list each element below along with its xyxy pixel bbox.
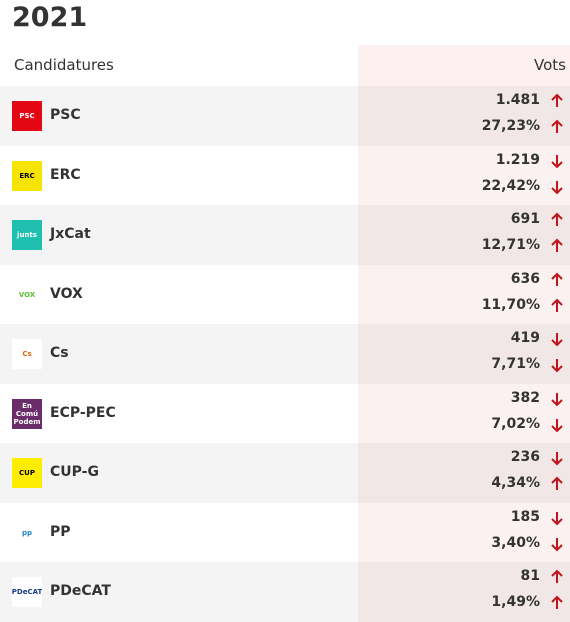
- party-logo: ERC: [12, 160, 42, 191]
- votes-column-tint: [358, 45, 570, 86]
- arrow-shape: [551, 569, 563, 583]
- votes-column-tint: [358, 324, 570, 384]
- percent: 7,71%: [491, 356, 540, 372]
- percent: 7,02%: [491, 415, 540, 432]
- trend-arrow-down: [551, 333, 563, 347]
- percent: 4,34%: [491, 475, 540, 491]
- percent: 12,71%: [481, 237, 540, 253]
- votes-column-tint: [358, 205, 570, 265]
- trend-arrow-up: [551, 298, 563, 312]
- votes: 236: [510, 449, 540, 465]
- percent: 22,42%: [481, 177, 540, 194]
- party-logo: En Comú Podem: [12, 398, 42, 429]
- year-title: 2021: [12, 2, 88, 33]
- arrow-shape: [551, 238, 563, 252]
- votes-column-tint: [358, 502, 570, 562]
- arrow-shape: [551, 418, 563, 432]
- trend-arrow-up: [551, 212, 563, 226]
- party-row: ERC ERC 1.219 22,42%: [0, 145, 570, 205]
- arrow-shape: [551, 452, 563, 466]
- arrow-shape: [551, 180, 563, 194]
- trend-arrow-down: [551, 392, 563, 406]
- party-row: PDeCAT PDeCAT 81 1,49%: [0, 562, 570, 622]
- trend-arrow-down: [551, 537, 563, 551]
- votes: 382: [510, 389, 540, 406]
- votes-column-tint: [358, 443, 570, 503]
- percent: 27,23%: [481, 118, 540, 134]
- percent: 11,70%: [481, 296, 540, 313]
- trend-arrow-down: [551, 418, 563, 432]
- trend-arrow-down: [551, 452, 563, 466]
- arrow-shape: [551, 93, 563, 107]
- trend-arrow-down: [551, 359, 563, 373]
- arrow-shape: [551, 392, 563, 406]
- party-name: ECP-PEC: [50, 404, 116, 421]
- arrow-shape: [551, 595, 563, 609]
- party-logo: pp: [12, 517, 42, 548]
- arrow-shape: [551, 476, 563, 490]
- votes: 691: [510, 211, 540, 227]
- trend-arrow-up: [551, 93, 563, 107]
- votes-column-tint: [358, 86, 570, 146]
- percent: 3,40%: [491, 534, 540, 551]
- percent: 1,49%: [491, 594, 540, 610]
- party-name: Cs: [50, 345, 69, 361]
- header-candidatures: Candidatures: [14, 56, 114, 74]
- arrow-shape: [551, 333, 563, 347]
- party-logo: Cs: [12, 339, 42, 369]
- votes-column-tint: [358, 383, 570, 443]
- arrow-shape: [551, 272, 563, 286]
- votes-column-tint: [358, 145, 570, 205]
- trend-arrow-down: [551, 511, 563, 525]
- party-name: ERC: [50, 166, 81, 183]
- party-logo: PDeCAT: [12, 577, 42, 607]
- trend-arrow-up: [551, 238, 563, 252]
- trend-arrow-up: [551, 595, 563, 609]
- votes: 1.219: [495, 151, 540, 168]
- trend-arrow-up: [551, 569, 563, 583]
- party-logo: CUP: [12, 458, 42, 488]
- party-name: JxCat: [50, 226, 91, 242]
- results-table: Candidatures Vots PSC PSC 1.481 27,23% ERC ER…: [0, 45, 570, 622]
- votes-column-tint: [358, 562, 570, 622]
- party-row: Cs Cs 419 7,71%: [0, 324, 570, 384]
- party-name: VOX: [50, 285, 83, 302]
- trend-arrow-down: [551, 180, 563, 194]
- party-name: PP: [50, 523, 71, 540]
- arrow-shape: [551, 298, 563, 312]
- party-logo: VOX: [12, 279, 42, 310]
- party-row: PSC PSC 1.481 27,23%: [0, 86, 570, 146]
- arrow-shape: [551, 119, 563, 133]
- party-logo: PSC: [12, 101, 42, 131]
- header-votes: Vots: [534, 56, 566, 74]
- votes: 81: [520, 568, 540, 584]
- arrow-shape: [551, 537, 563, 551]
- arrow-shape: [551, 359, 563, 373]
- arrow-shape: [551, 212, 563, 226]
- party-row: junts JxCat 691 12,71%: [0, 205, 570, 265]
- header-row: Candidatures Vots: [0, 45, 570, 86]
- trend-arrow-up: [551, 476, 563, 490]
- party-row: CUP CUP-G 236 4,34%: [0, 443, 570, 503]
- party-name: PDeCAT: [50, 583, 111, 599]
- party-name: PSC: [50, 107, 81, 123]
- votes-column-tint: [358, 264, 570, 324]
- trend-arrow-down: [551, 154, 563, 168]
- party-row: pp PP 185 3,40%: [0, 502, 570, 562]
- votes: 1.481: [495, 92, 540, 108]
- trend-arrow-up: [551, 272, 563, 286]
- votes: 636: [510, 270, 540, 287]
- votes: 185: [510, 508, 540, 525]
- arrow-shape: [551, 511, 563, 525]
- party-name: CUP-G: [50, 464, 99, 480]
- trend-arrow-up: [551, 119, 563, 133]
- arrow-shape: [551, 154, 563, 168]
- votes: 419: [510, 330, 540, 346]
- party-logo: junts: [12, 220, 42, 250]
- party-row: VOX VOX 636 11,70%: [0, 264, 570, 324]
- party-row: En Comú Podem ECP-PEC 382 7,02%: [0, 383, 570, 443]
